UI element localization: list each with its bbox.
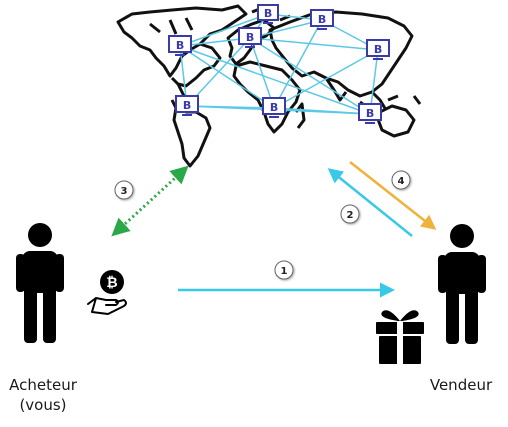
bitcoin-monitor-icon: B bbox=[262, 97, 286, 118]
svg-text:₿: ₿ bbox=[106, 275, 117, 291]
confirmation-arrow bbox=[349, 161, 437, 230]
bitcoin-monitor-icon: B bbox=[257, 4, 279, 24]
seller-person-icon bbox=[438, 224, 486, 344]
bitcoin-monitor-icon: B bbox=[168, 35, 192, 56]
seller-label: Vendeur bbox=[429, 376, 493, 394]
node-symbol: B bbox=[264, 7, 272, 20]
buyer-person-icon bbox=[16, 223, 64, 343]
bitcoin-monitor-icon: B bbox=[175, 95, 199, 116]
node-symbol: B bbox=[366, 107, 374, 120]
buyer-label-line2: (vous) bbox=[19, 396, 67, 414]
bitcoin-monitor-icon: B bbox=[238, 27, 262, 48]
step-badge-3: 3 bbox=[114, 180, 134, 200]
node-symbol: B bbox=[318, 13, 326, 26]
world-map-icon bbox=[116, 4, 422, 168]
node-symbol: B bbox=[374, 43, 382, 56]
bitcoin-monitor-icon: B bbox=[310, 9, 334, 30]
step-number: 4 bbox=[398, 176, 405, 187]
bitcoin-monitor-icon: B bbox=[366, 39, 390, 60]
bitcoin-hand-icon: ₿ bbox=[87, 270, 127, 315]
sync-arrow bbox=[111, 165, 189, 237]
node-symbol: B bbox=[183, 99, 191, 112]
step-number: 2 bbox=[347, 210, 354, 221]
buyer-label: Acheteur (vous) bbox=[0, 375, 86, 415]
node-symbol: B bbox=[176, 39, 184, 52]
network-nodes: B B B B B B B bbox=[168, 4, 390, 124]
step-number: 3 bbox=[121, 186, 128, 197]
bitcoin-monitor-icon: B bbox=[358, 103, 382, 124]
node-symbol: B bbox=[246, 31, 254, 44]
step-badge-4: 4 bbox=[391, 170, 411, 190]
buyer-label-line1: Acheteur bbox=[9, 376, 77, 394]
gift-icon bbox=[376, 310, 424, 364]
step-badge-2: 2 bbox=[340, 204, 360, 224]
step-badge-1: 1 bbox=[274, 260, 294, 280]
node-symbol: B bbox=[270, 101, 278, 114]
step-number: 1 bbox=[281, 266, 288, 277]
broadcast-arrow bbox=[327, 168, 413, 237]
